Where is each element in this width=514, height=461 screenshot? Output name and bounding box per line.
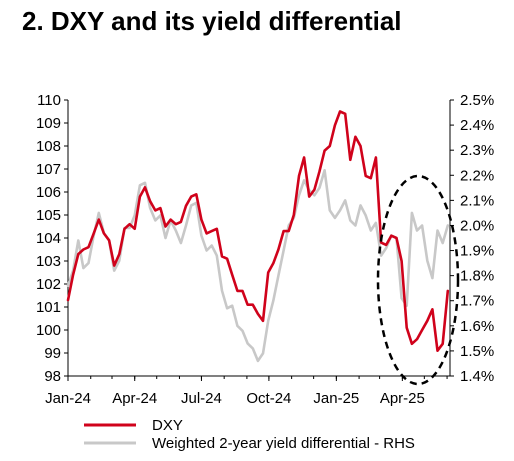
chart-title: 2. DXY and its yield differential: [22, 6, 402, 36]
legend-label-yield: Weighted 2-year yield differential - RHS: [152, 435, 415, 452]
x-tick-label: Jul-24: [181, 390, 222, 407]
left-tick-label: 102: [36, 276, 61, 293]
tick-labels-group: 110 109 108 107 106 105 104 103 102 101 100 99 98 2.5…: [36, 92, 494, 407]
legend: DXY Weighted 2-year yield differential -…: [84, 417, 415, 452]
x-tick-label: Apr-25: [380, 390, 425, 407]
right-tick-label: 1.5%: [460, 343, 494, 360]
left-tick-label: 98: [44, 368, 61, 385]
axes-group: [64, 99, 454, 381]
right-tick-label: 2.4%: [460, 117, 494, 134]
series-line-dxy: [66, 110, 450, 353]
right-tick-label: 1.4%: [460, 368, 494, 385]
right-tick-label: 1.7%: [460, 293, 494, 310]
left-tick-label: 109: [36, 115, 61, 132]
series-lines-group: [66, 110, 450, 363]
left-tick-label: 106: [36, 184, 61, 201]
highlight-ellipse: [376, 174, 460, 386]
left-tick-label: 108: [36, 138, 61, 155]
right-tick-label: 2.2%: [460, 167, 494, 184]
left-tick-label: 110: [37, 92, 61, 109]
left-tick-label: 101: [36, 299, 61, 316]
x-tick-label: Apr-24: [112, 390, 157, 407]
x-tick-label: Jan-25: [313, 390, 359, 407]
right-tick-label: 1.6%: [460, 318, 494, 335]
right-tick-label: 2.0%: [460, 217, 494, 234]
left-tick-label: 104: [36, 230, 61, 247]
left-tick-label: 105: [36, 207, 61, 224]
left-tick-label: 107: [36, 161, 61, 178]
right-tick-label: 2.5%: [460, 92, 494, 109]
left-tick-label: 103: [36, 253, 61, 270]
series-line-yield-differential: [66, 169, 450, 363]
right-tick-label: 1.9%: [460, 243, 494, 260]
x-tick-label: Oct-24: [246, 390, 291, 407]
left-tick-label: 99: [44, 345, 61, 362]
right-tick-label: 2.3%: [460, 142, 494, 159]
left-tick-label: 100: [36, 322, 61, 339]
legend-label-dxy: DXY: [152, 417, 183, 434]
right-tick-label: 2.1%: [460, 192, 494, 209]
right-tick-label: 1.8%: [460, 268, 494, 285]
x-tick-label: Jan-24: [45, 390, 91, 407]
